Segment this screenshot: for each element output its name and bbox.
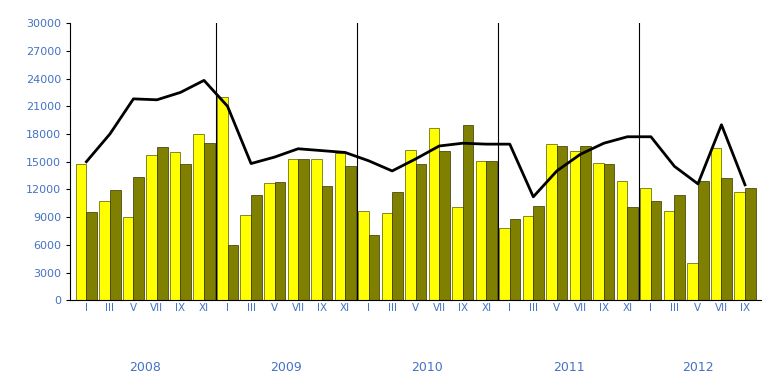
Bar	[240, 215, 251, 300]
Bar	[698, 181, 709, 300]
Bar	[251, 195, 262, 300]
Bar	[298, 159, 308, 300]
Bar	[123, 217, 134, 300]
Bar	[311, 159, 322, 300]
Text: 2011: 2011	[552, 361, 584, 374]
Bar	[392, 192, 402, 300]
Bar	[274, 182, 285, 300]
Bar	[439, 151, 450, 300]
Bar	[287, 159, 298, 300]
Bar	[335, 153, 345, 300]
Bar	[486, 161, 497, 300]
Text: 2008: 2008	[129, 361, 161, 374]
Bar	[429, 127, 439, 300]
Bar	[368, 235, 379, 300]
Bar	[722, 178, 732, 300]
Bar	[640, 187, 651, 300]
Text: 2009: 2009	[270, 361, 302, 374]
Bar	[193, 134, 204, 300]
Bar	[180, 164, 191, 300]
Bar	[533, 206, 544, 300]
Bar	[146, 155, 157, 300]
Bar	[523, 216, 533, 300]
Bar	[627, 207, 638, 300]
Bar	[217, 97, 228, 300]
Bar	[510, 219, 521, 300]
Bar	[546, 144, 557, 300]
Bar	[604, 164, 615, 300]
Bar	[110, 190, 120, 300]
Bar	[157, 147, 168, 300]
Text: 2010: 2010	[412, 361, 444, 374]
Bar	[134, 177, 144, 300]
Bar	[664, 211, 674, 300]
Bar	[86, 212, 97, 300]
Bar	[580, 146, 591, 300]
Bar	[745, 189, 755, 300]
Bar	[382, 213, 392, 300]
Bar	[557, 146, 567, 300]
Bar	[322, 186, 333, 300]
Bar	[734, 192, 745, 300]
Bar	[204, 143, 214, 300]
Bar	[405, 150, 416, 300]
Bar	[711, 148, 722, 300]
Bar	[594, 162, 604, 300]
Bar	[463, 125, 473, 300]
Bar	[99, 201, 110, 300]
Bar	[76, 164, 86, 300]
Bar	[228, 245, 238, 300]
Bar	[264, 183, 274, 300]
Bar	[476, 161, 486, 300]
Bar	[570, 151, 580, 300]
Bar	[499, 228, 510, 300]
Bar	[170, 152, 180, 300]
Text: 2012: 2012	[682, 361, 714, 374]
Bar	[674, 195, 685, 300]
Bar	[416, 164, 427, 300]
Bar	[452, 207, 463, 300]
Bar	[688, 263, 698, 300]
Bar	[617, 181, 627, 300]
Bar	[651, 201, 661, 300]
Bar	[358, 211, 368, 300]
Bar	[345, 166, 356, 300]
